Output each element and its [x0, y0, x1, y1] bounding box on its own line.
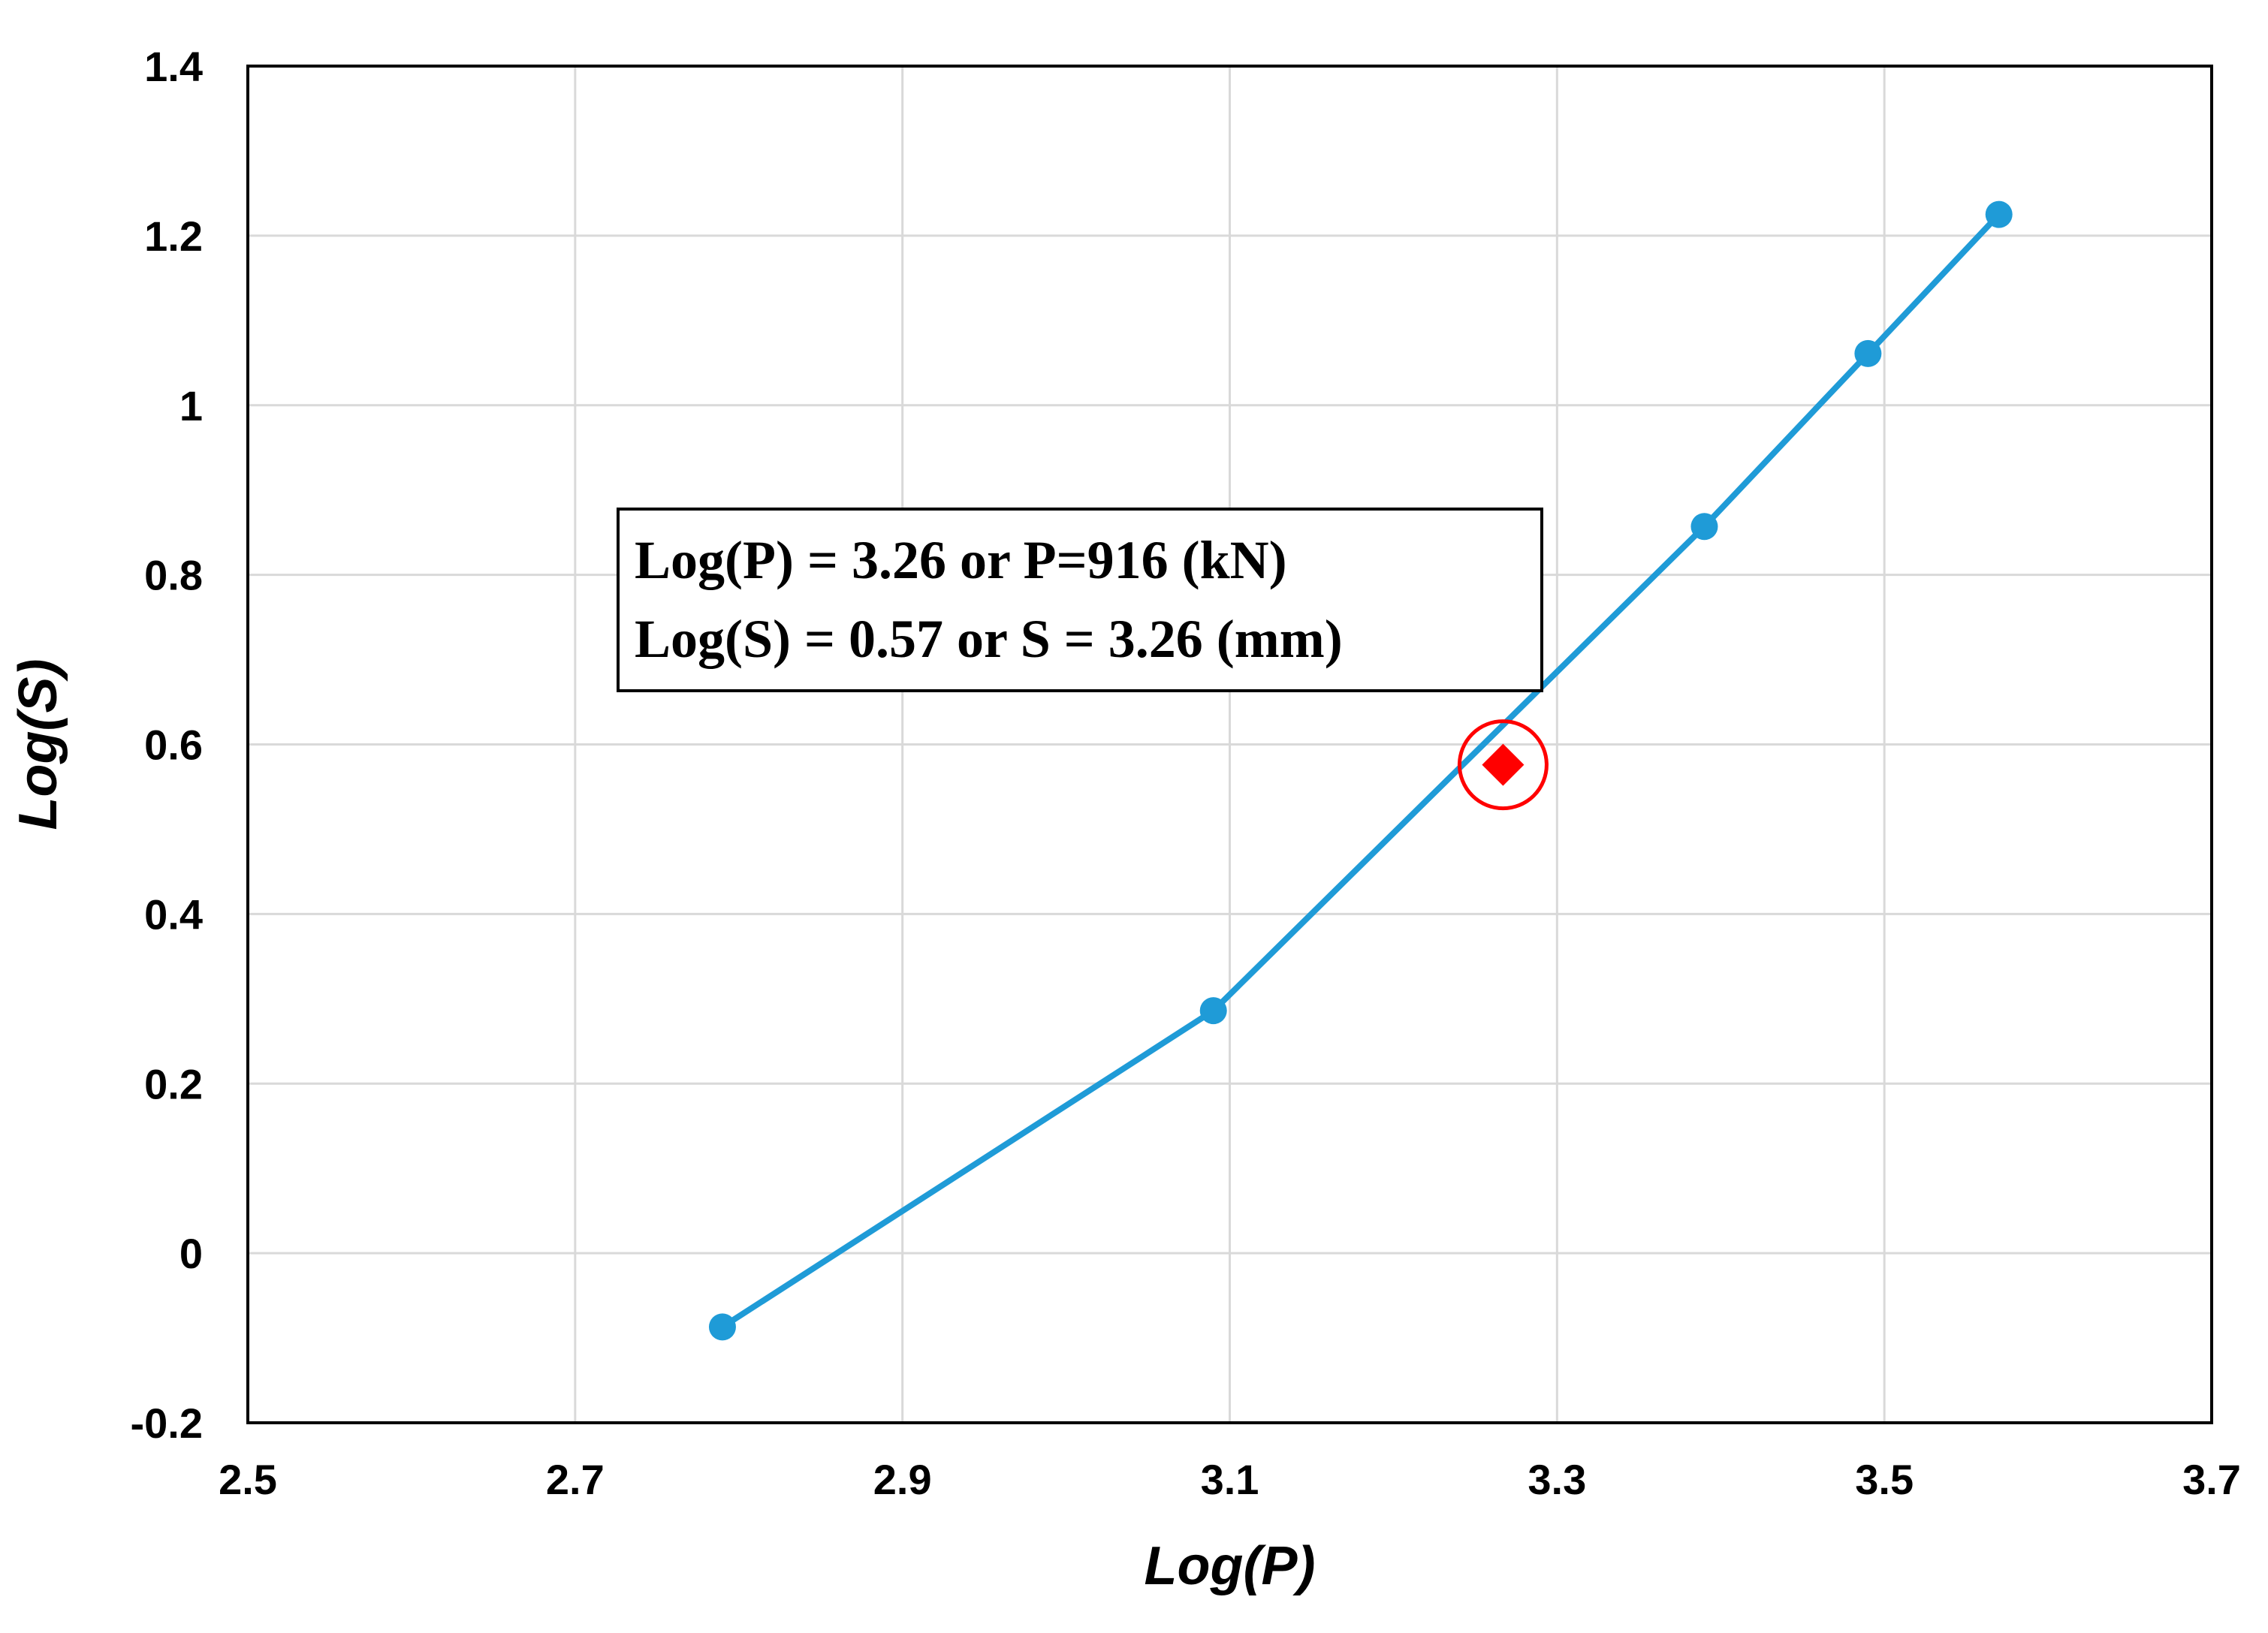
annotation-line-1: Log(P) = 3.26 or P=916 (kN)	[635, 530, 1287, 590]
data-point	[1199, 997, 1227, 1025]
x-axis-title: Log(P)	[1145, 1536, 1316, 1596]
data-point	[708, 1313, 736, 1341]
x-tick-label: 2.7	[546, 1456, 605, 1503]
y-tick-label: 0.6	[144, 722, 203, 769]
annotation-line-2: Log(S) = 0.57 or S = 3.26 (mm)	[635, 609, 1343, 669]
y-tick-label: 0.2	[144, 1060, 203, 1107]
x-tick-label: 3.3	[1528, 1456, 1586, 1503]
x-tick-label: 3.7	[2182, 1456, 2241, 1503]
y-tick-label: 0.4	[144, 890, 203, 938]
highlight-ring	[1457, 719, 1549, 811]
x-tick-label: 3.5	[1855, 1456, 1914, 1503]
series-line	[720, 212, 2001, 1330]
y-axis-tick-labels: -0.2 0 0.2 0.4 0.6 0.8 1 1.2 1.4	[131, 43, 204, 1447]
y-tick-label: 0.8	[144, 552, 203, 599]
x-tick-label: 3.1	[1201, 1456, 1259, 1503]
annotation-box: Log(P) = 3.26 or P=916 (kN) Log(S) = 0.5…	[617, 508, 1543, 692]
data-point	[1854, 339, 1882, 367]
x-tick-label: 2.5	[219, 1456, 277, 1503]
y-tick-label: 1.2	[144, 212, 203, 260]
y-axis-title: Log(S)	[8, 659, 68, 830]
data-point	[1690, 513, 1718, 541]
y-tick-label: 1.4	[144, 43, 203, 90]
series-layer	[708, 200, 2013, 1341]
y-tick-label: -0.2	[131, 1399, 204, 1447]
y-tick-label: 0	[179, 1230, 203, 1277]
y-tick-label: 1	[179, 382, 203, 429]
grid-lines	[246, 65, 2213, 1424]
data-point	[1985, 200, 2013, 228]
x-tick-label: 2.9	[873, 1456, 932, 1503]
annotation-frame	[617, 508, 1543, 692]
highlight-diamond	[1482, 743, 1525, 786]
highlight-layer	[1457, 719, 1549, 811]
plot-area-frame	[246, 65, 2213, 1424]
x-axis-tick-labels: 2.5 2.7 2.9 3.1 3.3 3.5 3.7	[219, 1456, 2241, 1503]
